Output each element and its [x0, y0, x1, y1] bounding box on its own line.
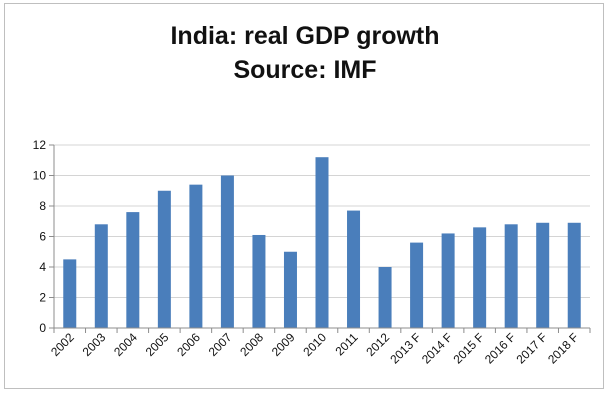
x-axis: 2002 2003 2004 2005 2006 2007 2008 2009 2010 2011…: [48, 327, 591, 367]
x-tick-label: 2014 F: [419, 330, 455, 366]
x-tick-label: 2008: [237, 330, 266, 359]
x-tick-label: 2015 F: [450, 330, 486, 366]
bar: [220, 175, 234, 328]
bar: [504, 224, 518, 328]
bar: [441, 233, 455, 328]
bar: [63, 259, 77, 328]
x-tick-label: 2018 F: [545, 330, 581, 366]
bar: [410, 242, 424, 328]
x-tick-label: 2011: [332, 330, 360, 358]
bar: [189, 184, 203, 328]
bar: [94, 224, 108, 328]
y-tick-label: 2: [39, 291, 46, 305]
x-tick-label: 2002: [48, 330, 77, 359]
bar: [157, 190, 171, 328]
y-tick-label: 12: [33, 138, 47, 152]
bar: [126, 212, 140, 328]
bar: [473, 227, 487, 328]
bars: [63, 157, 581, 328]
x-tick-label: 2005: [143, 330, 172, 359]
x-tick-label: 2004: [111, 330, 140, 359]
y-tick-label: 0: [39, 321, 46, 335]
chart-subtitle: Source: IMF: [233, 56, 377, 84]
y-tick-label: 6: [39, 230, 46, 244]
bar: [536, 222, 550, 328]
chart-title: India: real GDP growth: [170, 22, 440, 50]
bar: [315, 157, 329, 328]
y-tick-label: 8: [39, 199, 46, 213]
y-tick-label: 4: [39, 260, 46, 274]
x-tick-label: 2013 F: [387, 330, 423, 366]
bar: [252, 234, 266, 328]
x-tick-label: 2006: [174, 330, 203, 359]
bar: [378, 267, 392, 328]
x-tick-label: 2017 F: [514, 330, 550, 366]
x-tick-label: 2009: [269, 330, 298, 359]
bar: [567, 222, 581, 328]
y-tick-label: 10: [33, 169, 47, 183]
x-tick-label: 2003: [80, 330, 109, 359]
x-tick-label: 2007: [206, 330, 235, 359]
bar: [347, 210, 361, 328]
y-axis: 0 2 4 6 8 10 12: [33, 138, 55, 335]
x-tick-label: 2010: [300, 330, 329, 359]
bar: [283, 251, 297, 328]
x-tick-label: 2016 F: [482, 330, 518, 366]
